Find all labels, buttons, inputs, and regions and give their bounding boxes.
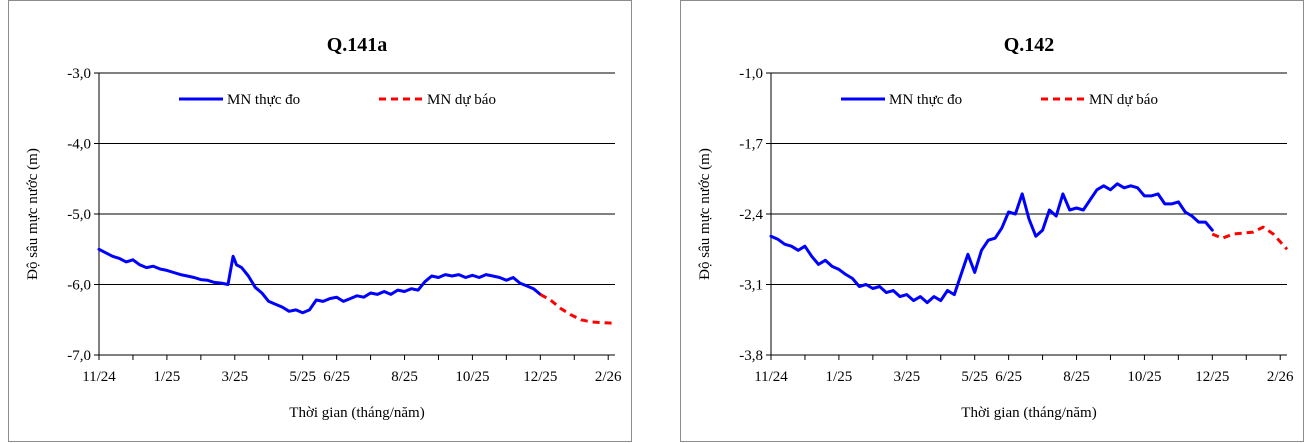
y-tick-label: -3,0 [67, 66, 91, 82]
x-tick-label: 2/26 [595, 369, 622, 385]
series-line-forecast [539, 293, 616, 325]
y-axis-label: Độ sâu mực nước (m) [697, 148, 713, 280]
x-tick-label: 8/25 [391, 369, 418, 385]
x-tick-label: 1/25 [826, 369, 853, 385]
y-tick-label: -3,1 [739, 278, 763, 294]
x-tick-label: 5/25 [289, 369, 316, 385]
x-tick-label: 5/25 [961, 369, 988, 385]
legend-label-forecast: MN dự báo [1089, 92, 1158, 108]
chart-panel-q142: Q.142 -1,0 -1,7 -2,4 -3,1 -3,8 11/24 1/25 3/25 5/… [680, 0, 1304, 442]
chart-panel-q141a: Q.141a -3,0 -4,0 -5,0 -6,0 -7,0 11/24 1/25 3/25 5… [8, 0, 632, 442]
x-tick-label: 3/25 [893, 369, 920, 385]
x-axis-label: Thời gian (tháng/năm) [961, 405, 1096, 421]
x-tick-label: 10/25 [1127, 369, 1161, 385]
y-tick-label: -4,0 [67, 137, 91, 153]
y-tick-label: -5,0 [67, 207, 91, 223]
x-tick-label: 3/25 [221, 369, 248, 385]
series-line-observed [97, 247, 542, 315]
x-tick-label: 12/25 [1195, 369, 1229, 385]
y-tick-label: -3,8 [739, 348, 763, 364]
legend-label-forecast: MN dự báo [427, 92, 496, 108]
series-line-observed [769, 182, 1214, 305]
y-tick-label: -6,0 [67, 278, 91, 294]
y-tick-label: -2,4 [739, 207, 763, 223]
y-tick-label: -1,0 [739, 66, 763, 82]
x-tick-label: 12/25 [523, 369, 557, 385]
chart-q142: Q.142 -1,0 -1,7 -2,4 -3,1 -3,8 11/24 1/25 3/25 5/… [697, 34, 1294, 421]
chart-title: Q.141a [327, 34, 388, 56]
x-tick-label: 11/24 [82, 369, 116, 385]
x-axis-label: Thời gian (tháng/năm) [289, 405, 424, 421]
legend-label-observed: MN thực đo [227, 92, 300, 108]
y-tick-label: -7,0 [67, 348, 91, 364]
x-tick-label: 1/25 [154, 369, 181, 385]
x-tick-label: 6/25 [995, 369, 1022, 385]
x-tick-label: 11/24 [754, 369, 788, 385]
series-line-forecast [1211, 225, 1289, 251]
x-tick-label: 6/25 [323, 369, 350, 385]
legend-label-observed: MN thực đo [889, 92, 962, 108]
y-tick-label: -1,7 [739, 137, 763, 153]
x-tick-label: 2/26 [1267, 369, 1294, 385]
y-axis-label: Độ sâu mực nước (m) [25, 148, 41, 280]
x-tick-label: 10/25 [455, 369, 489, 385]
chart-title: Q.142 [1004, 34, 1055, 56]
chart-q141a: Q.141a -3,0 -4,0 -5,0 -6,0 -7,0 11/24 1/25 3/25 5… [25, 34, 622, 421]
x-tick-label: 8/25 [1063, 369, 1090, 385]
